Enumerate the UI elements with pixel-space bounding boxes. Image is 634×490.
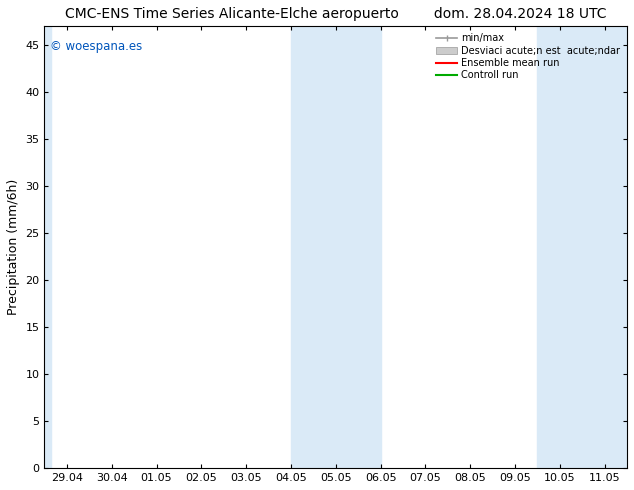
Legend: min/max, Desviaci acute;n est  acute;ndar, Ensemble mean run, Controll run: min/max, Desviaci acute;n est acute;ndar…	[434, 31, 622, 82]
Bar	[44, 26, 51, 468]
Y-axis label: Precipitation (mm/6h): Precipitation (mm/6h)	[7, 179, 20, 316]
Bar	[291, 26, 380, 468]
Title: CMC-ENS Time Series Alicante-Elche aeropuerto        dom. 28.04.2024 18 UTC: CMC-ENS Time Series Alicante-Elche aerop…	[65, 7, 607, 21]
Bar	[538, 26, 627, 468]
Text: © woespana.es: © woespana.es	[50, 40, 143, 52]
